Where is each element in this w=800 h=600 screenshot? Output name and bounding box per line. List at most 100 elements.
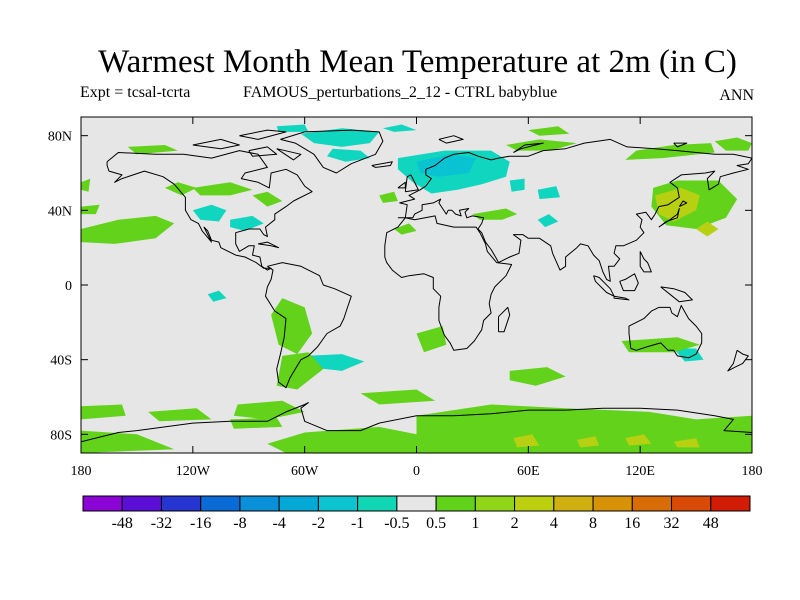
anomaly-region-3 (416, 154, 477, 177)
colorbar-swatch-4 (239, 495, 280, 512)
anomaly-region-46 (625, 434, 652, 446)
coastlines (81, 129, 752, 443)
anomaly-region-15 (81, 204, 100, 215)
anomaly-region-27 (528, 126, 570, 136)
lat-tick-label-4: 80S (50, 428, 72, 443)
anomaly-region-11 (537, 214, 559, 228)
coastline-9 (397, 181, 406, 189)
colorbar-swatch-12 (553, 495, 594, 512)
anomaly-region-25 (472, 208, 518, 220)
anomaly-region-44 (513, 434, 540, 448)
anomaly-region-18 (192, 182, 253, 196)
colorbar-label-14: 32 (664, 515, 680, 532)
anomaly-region-22 (233, 400, 305, 420)
coastline-8 (404, 174, 419, 193)
colorbar-swatch-7 (357, 495, 398, 512)
coastline-7 (81, 402, 752, 443)
coastline-12 (678, 200, 688, 208)
anomaly-region-5 (230, 215, 264, 231)
lon-tick-label-4: 60E (517, 464, 540, 479)
coastline-17 (639, 251, 652, 273)
coastline-19 (258, 241, 280, 249)
colorbar-swatch-16 (710, 495, 751, 512)
anomaly-region-32 (148, 408, 212, 422)
coastline-16 (660, 286, 693, 303)
anomaly-region-21 (276, 352, 324, 390)
colorbar-label-6: -1 (351, 515, 364, 532)
colorbar-label-8: 0.5 (426, 515, 446, 532)
coastline-14 (619, 273, 639, 292)
coastline-26 (673, 142, 688, 148)
lon-tick-label-5: 120E (625, 464, 655, 479)
anomaly-region-43 (696, 221, 719, 237)
colorbar-label-13: 16 (624, 515, 640, 532)
run-label: FAMOUS_perturbations_2_12 - CTRL babyblu… (243, 84, 558, 101)
lat-tick-label-0: 80N (48, 130, 72, 145)
colorbar-swatch-0 (82, 495, 123, 512)
anomaly-region-14 (81, 215, 175, 244)
colorbar-label-3: -8 (233, 515, 246, 532)
lon-tick-label-2: 60W (291, 464, 319, 479)
coastline-0 (106, 150, 313, 271)
coastline-10 (371, 161, 393, 168)
colorbar-swatch-1 (121, 495, 162, 512)
coastline-25 (513, 142, 544, 153)
colorbar-label-11: 4 (550, 515, 558, 532)
coastline-22 (248, 146, 278, 157)
anomaly-region-1 (327, 148, 370, 162)
anomaly-region-37 (416, 404, 752, 453)
colorbar-swatch-14 (631, 495, 673, 512)
anomaly-region-34 (360, 389, 436, 405)
anomaly-region-0 (300, 128, 380, 147)
colorbar-label-10: 2 (511, 515, 519, 532)
coastline-4 (384, 215, 513, 351)
anomaly-region-29 (714, 137, 752, 151)
anomaly-region-10 (537, 186, 560, 200)
colorbar-swatch-3 (200, 495, 241, 512)
colorbar-label-5: -2 (312, 515, 325, 532)
colorbar-swatch-5 (278, 495, 319, 512)
coastline-24 (438, 135, 464, 144)
anomaly-region-24 (416, 326, 447, 353)
colorbar-label-12: 8 (589, 515, 597, 532)
coastline-3 (397, 138, 752, 282)
anomaly-region-45 (576, 436, 600, 448)
lon-tick-label-6: 180 (742, 464, 763, 479)
anomaly-region-17 (127, 145, 178, 155)
anomaly-region-19 (252, 191, 283, 207)
colorbar-label-9: 1 (471, 515, 479, 532)
map-title: Warmest Month Mean Temperature at 2m (in… (98, 44, 737, 80)
colorbar-swatch-8 (396, 495, 437, 512)
colorbar-swatch-11 (514, 495, 555, 512)
colorbar-label-15: 48 (703, 515, 719, 532)
colorbar-swatch-10 (474, 495, 516, 512)
lon-tick-label-0: 180 (71, 464, 92, 479)
experiment-label: Expt = tcsal-tcrta (80, 84, 191, 101)
anomaly-region-4 (192, 204, 227, 222)
anomaly-region-13 (207, 290, 227, 302)
anomaly-region-23 (394, 223, 417, 235)
season-label: ANN (719, 87, 754, 104)
colorbar-swatch-2 (160, 495, 202, 512)
colorbar-swatch-9 (435, 495, 476, 512)
colorbar-swatch-15 (671, 495, 712, 512)
lon-tick-label-3: 0 (413, 464, 420, 479)
anomaly-region-12 (673, 348, 704, 362)
coastline-18 (727, 349, 749, 372)
colorbar-label-4: -4 (273, 515, 286, 532)
coastline-11 (658, 208, 680, 228)
colorbar-label-2: -16 (190, 515, 211, 532)
anomaly-region-20 (271, 298, 313, 355)
anomaly-region-7 (276, 124, 309, 132)
anomaly-region-28 (625, 143, 715, 160)
coastline-20 (276, 148, 302, 161)
lat-tick-label-1: 40N (48, 204, 72, 219)
anomaly-region-40 (81, 178, 91, 192)
colorbar-label-7: -0.5 (384, 515, 409, 532)
lat-tick-label-3: 40S (50, 354, 72, 369)
lat-tick-label-2: 0 (65, 279, 72, 294)
coastline-23 (239, 129, 287, 140)
anomaly-region-41 (379, 191, 398, 203)
coastline-6 (628, 305, 703, 359)
